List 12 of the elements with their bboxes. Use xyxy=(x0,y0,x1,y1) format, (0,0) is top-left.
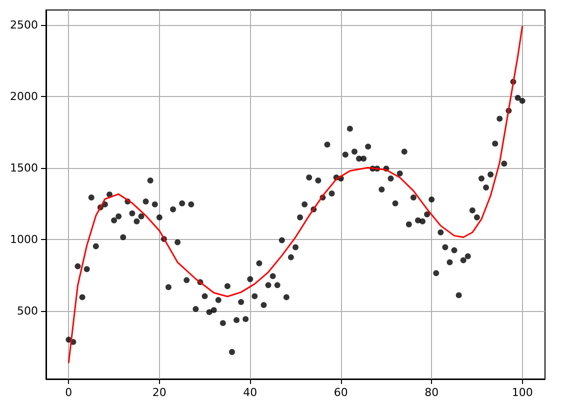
x-tick-label: 80 xyxy=(424,386,439,399)
y-tick-label: 500 xyxy=(17,304,38,318)
x-tick-label: 100 xyxy=(512,386,533,399)
x-tick-label: 20 xyxy=(152,386,166,399)
x-tick-label: 40 xyxy=(243,386,258,399)
line-series xyxy=(68,26,524,364)
y-tick-label: 2000 xyxy=(10,90,38,104)
y-tick-label: 1500 xyxy=(10,162,38,175)
y-tick-label: 2500 xyxy=(10,18,38,32)
x-tick-label: 60 xyxy=(334,386,348,399)
x-tick-label: 0 xyxy=(65,386,72,399)
y-tick-label: 1000 xyxy=(10,233,38,246)
